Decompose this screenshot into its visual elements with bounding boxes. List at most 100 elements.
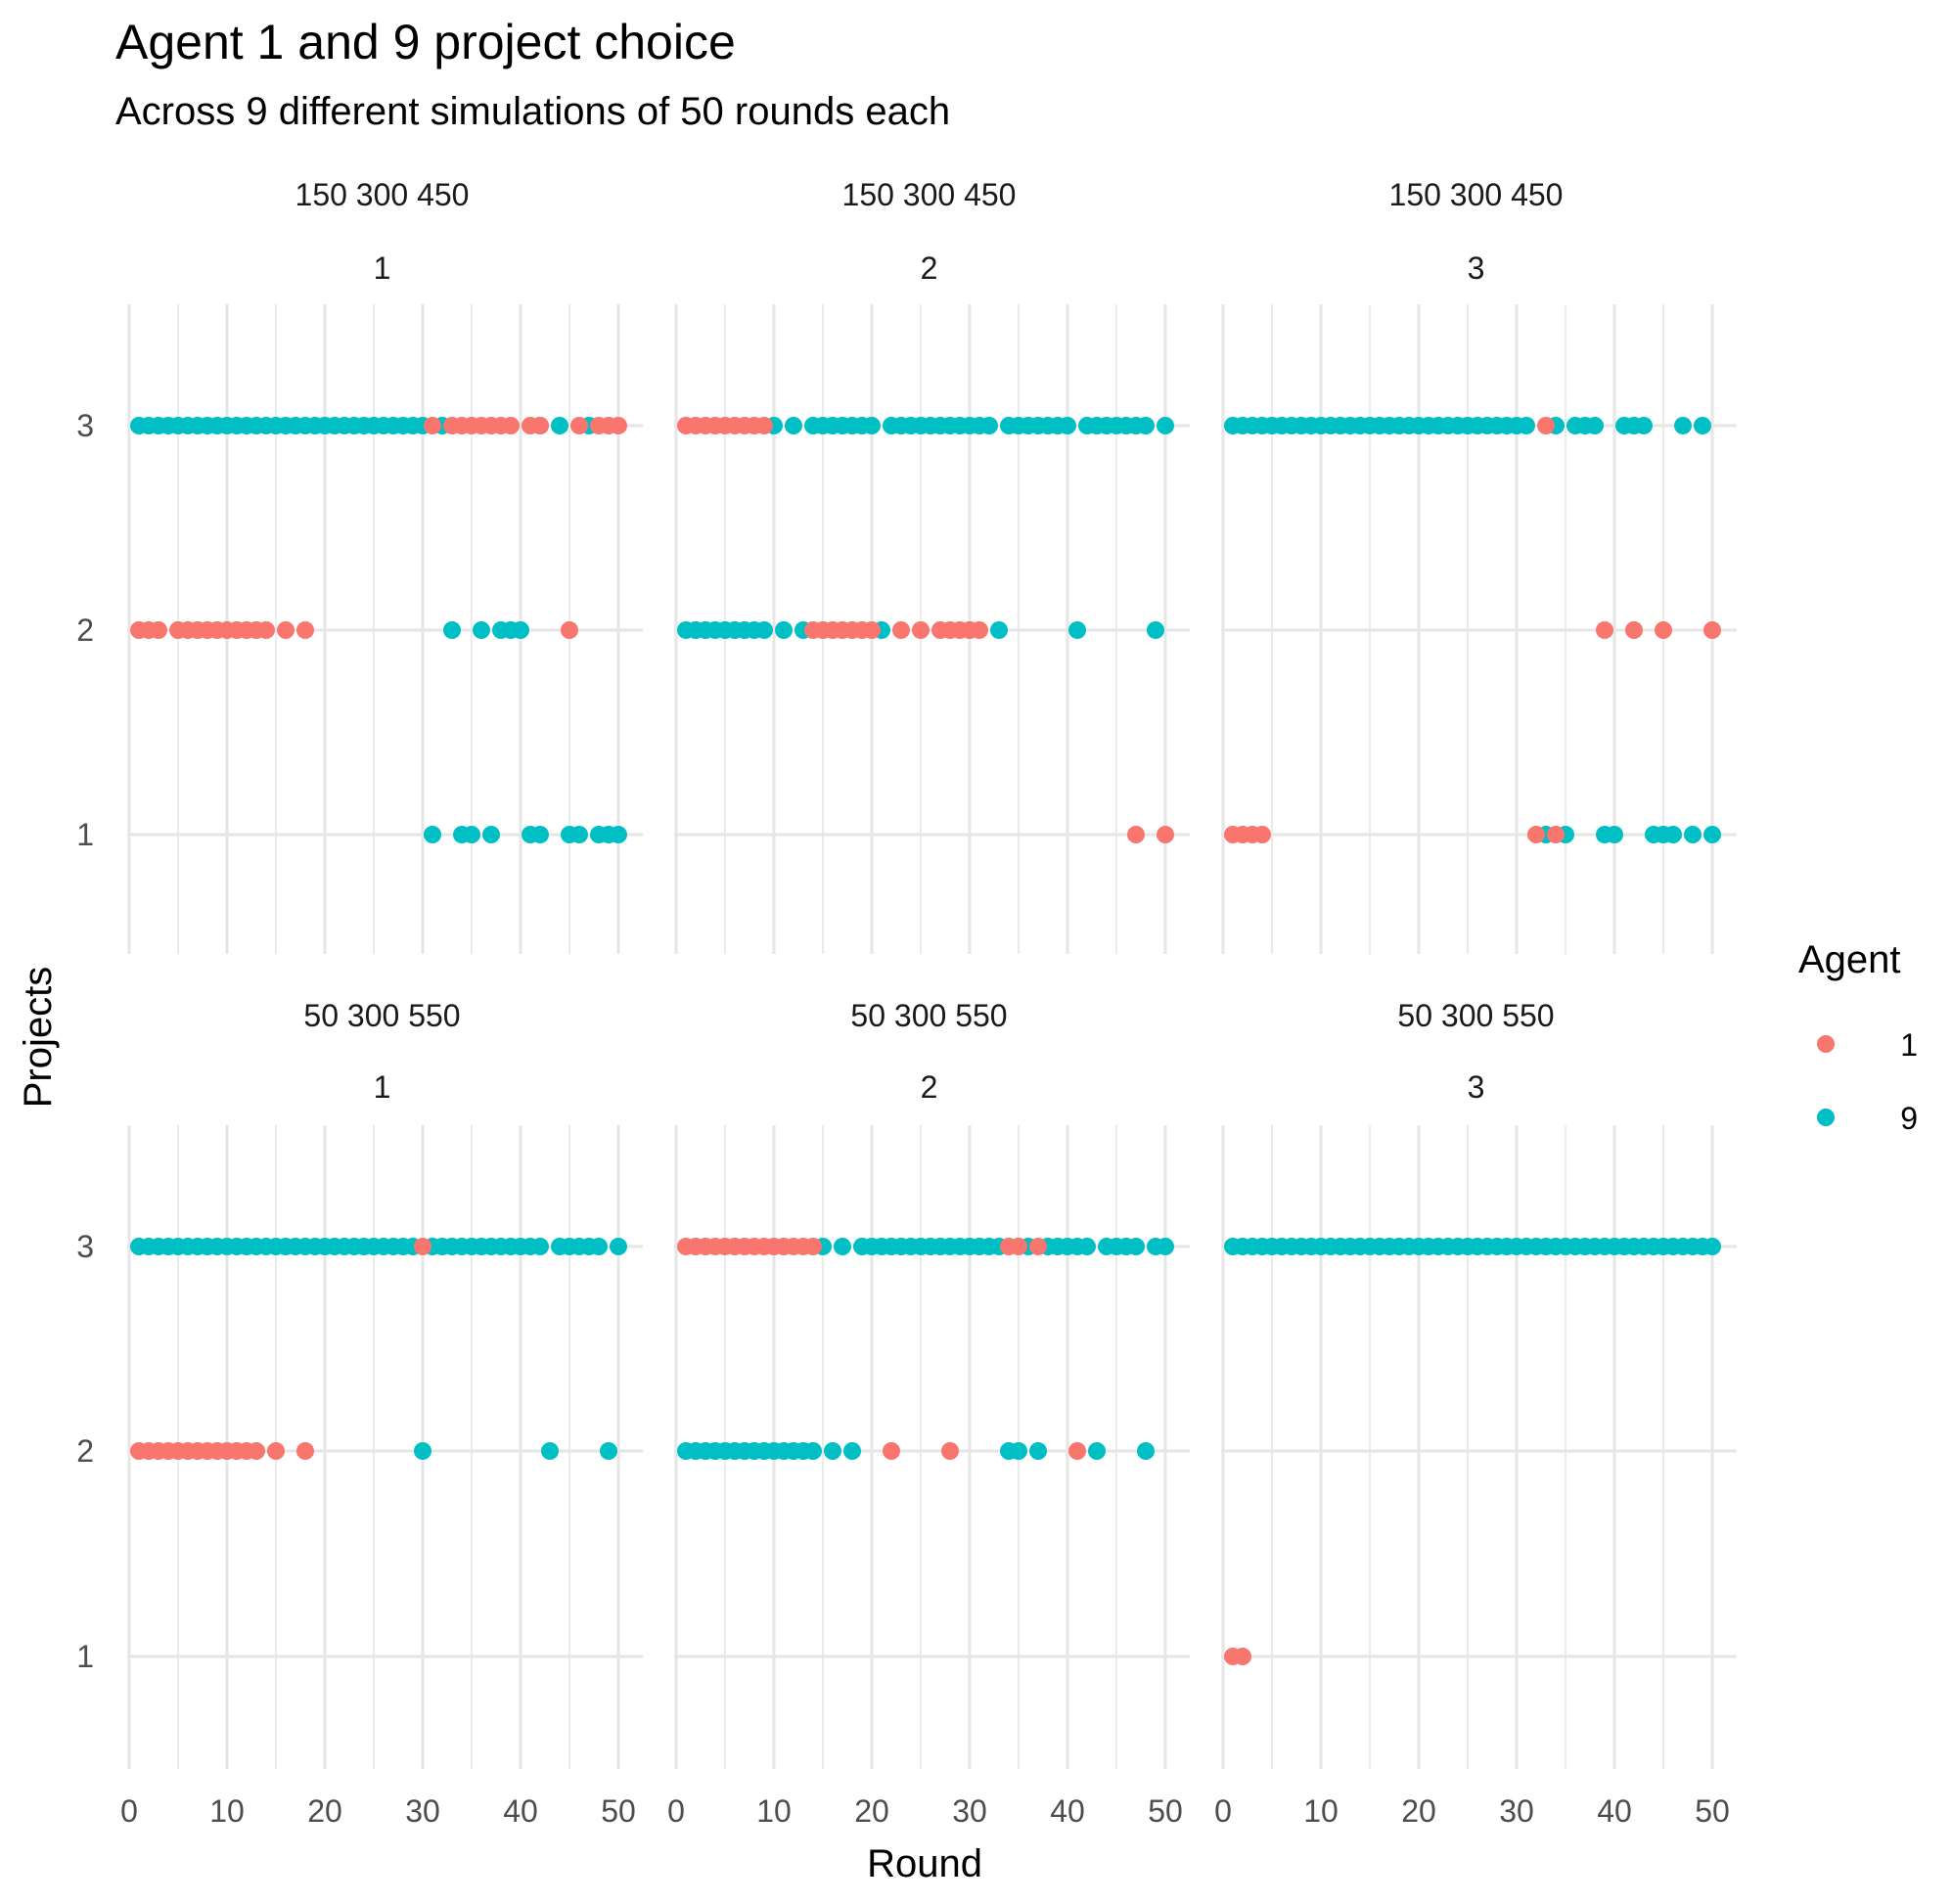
data-point-agent-9 — [1010, 1442, 1027, 1460]
data-point-agent-9 — [1068, 621, 1086, 639]
data-point-agent-1 — [150, 621, 167, 639]
data-point-agent-9 — [443, 621, 461, 639]
data-point-agent-9 — [414, 1442, 431, 1460]
x-tick-label: 40 — [1597, 1793, 1632, 1829]
x-tick-label: 30 — [1499, 1793, 1534, 1829]
data-point-agent-1 — [267, 1442, 285, 1460]
data-point-agent-1 — [531, 417, 549, 434]
data-point-agent-9 — [531, 1238, 549, 1255]
x-tick-label: 20 — [854, 1793, 889, 1829]
data-point-agent-1 — [755, 417, 773, 434]
y-tick-label: 1 — [76, 1639, 94, 1674]
data-point-agent-1 — [502, 417, 520, 434]
legend-key-agent-1 — [1817, 1035, 1835, 1053]
data-point-agent-9 — [1157, 417, 1174, 434]
data-point-agent-9 — [1147, 621, 1164, 639]
x-tick-label: 40 — [1050, 1793, 1085, 1829]
legend-label: 9 — [1900, 1101, 1918, 1136]
data-point-agent-1 — [1547, 826, 1565, 843]
data-point-agent-9 — [1029, 1442, 1047, 1460]
data-point-agent-1 — [1537, 417, 1555, 434]
data-point-agent-9 — [463, 826, 480, 843]
x-tick-label: 20 — [1401, 1793, 1436, 1829]
facet-strip-label: 2 — [921, 1069, 938, 1105]
facet-strip-label: 1 — [374, 1069, 391, 1105]
data-point-agent-9 — [755, 621, 773, 639]
data-point-agent-9 — [551, 417, 568, 434]
data-point-agent-1 — [971, 621, 988, 639]
facet-strip-label: 150 300 450 — [1389, 177, 1564, 212]
data-point-agent-1 — [804, 1238, 822, 1255]
x-tick-label: 50 — [601, 1793, 636, 1829]
data-point-agent-1 — [941, 1442, 959, 1460]
data-point-agent-1 — [257, 621, 275, 639]
facet-strip-label: 150 300 450 — [295, 177, 470, 212]
data-point-agent-9 — [1635, 417, 1653, 434]
data-point-agent-1 — [296, 621, 314, 639]
x-tick-label: 0 — [120, 1793, 138, 1829]
data-point-agent-9 — [775, 621, 793, 639]
data-point-agent-1 — [863, 621, 881, 639]
facet-strip-label: 1 — [374, 250, 391, 286]
data-point-agent-9 — [1518, 417, 1535, 434]
data-point-agent-1 — [1029, 1238, 1047, 1255]
facet-strip-label: 2 — [921, 250, 938, 286]
data-point-agent-9 — [1606, 826, 1623, 843]
data-point-agent-9 — [785, 417, 802, 434]
data-point-agent-1 — [1703, 621, 1721, 639]
data-point-agent-1 — [1234, 1648, 1251, 1665]
data-point-agent-1 — [248, 1442, 265, 1460]
y-tick-label: 2 — [76, 1433, 94, 1469]
facet-panel: 150 300 450 2 — [674, 177, 1190, 954]
x-tick-label: 50 — [1148, 1793, 1183, 1829]
data-point-agent-9 — [531, 826, 549, 843]
data-point-agent-9 — [600, 1442, 617, 1460]
facet-strip-label: 50 300 550 — [850, 998, 1007, 1033]
y-tick-label: 3 — [76, 1229, 94, 1264]
x-tick-label: 30 — [405, 1793, 440, 1829]
data-point-agent-9 — [804, 1442, 822, 1460]
data-point-agent-1 — [1127, 826, 1145, 843]
facet-strip-label: 3 — [1468, 1069, 1485, 1105]
facet-strip-label: 3 — [1468, 250, 1485, 286]
x-tick-label: 10 — [209, 1793, 245, 1829]
data-point-agent-1 — [1625, 621, 1643, 639]
facet-panels: 150 300 450 1 1 2 3 150 300 450 2 150 300 450 3 5… — [76, 177, 1737, 1829]
data-point-agent-9 — [1684, 826, 1702, 843]
x-tick-label: 30 — [952, 1793, 987, 1829]
data-point-agent-1 — [414, 1238, 431, 1255]
facet-strip-label: 150 300 450 — [842, 177, 1017, 212]
data-point-agent-1 — [892, 621, 910, 639]
x-tick-label: 20 — [307, 1793, 342, 1829]
data-point-agent-9 — [1078, 1238, 1096, 1255]
data-point-agent-9 — [1127, 1238, 1145, 1255]
data-point-agent-9 — [482, 826, 500, 843]
data-point-agent-1 — [1527, 826, 1545, 843]
legend-label: 1 — [1900, 1027, 1918, 1063]
data-point-agent-1 — [296, 1442, 314, 1460]
data-point-agent-1 — [1010, 1238, 1027, 1255]
data-point-agent-9 — [570, 826, 588, 843]
data-point-agent-1 — [883, 1442, 900, 1460]
chart-subtitle: Across 9 different simulations of 50 rou… — [115, 90, 950, 133]
data-point-agent-1 — [1253, 826, 1271, 843]
data-point-agent-9 — [1157, 1238, 1174, 1255]
x-tick-label: 10 — [1303, 1793, 1339, 1829]
data-point-agent-9 — [1703, 1238, 1721, 1255]
x-tick-label: 0 — [1214, 1793, 1232, 1829]
x-tick-label: 40 — [503, 1793, 538, 1829]
data-point-agent-9 — [863, 417, 881, 434]
data-point-agent-1 — [570, 417, 588, 434]
data-point-agent-1 — [1068, 1442, 1086, 1460]
x-axis-title: Round — [867, 1842, 982, 1885]
data-point-agent-9 — [610, 826, 627, 843]
x-tick-label: 50 — [1695, 1793, 1730, 1829]
data-point-agent-9 — [834, 1238, 851, 1255]
data-point-agent-1 — [1596, 621, 1613, 639]
data-point-agent-9 — [1664, 826, 1682, 843]
